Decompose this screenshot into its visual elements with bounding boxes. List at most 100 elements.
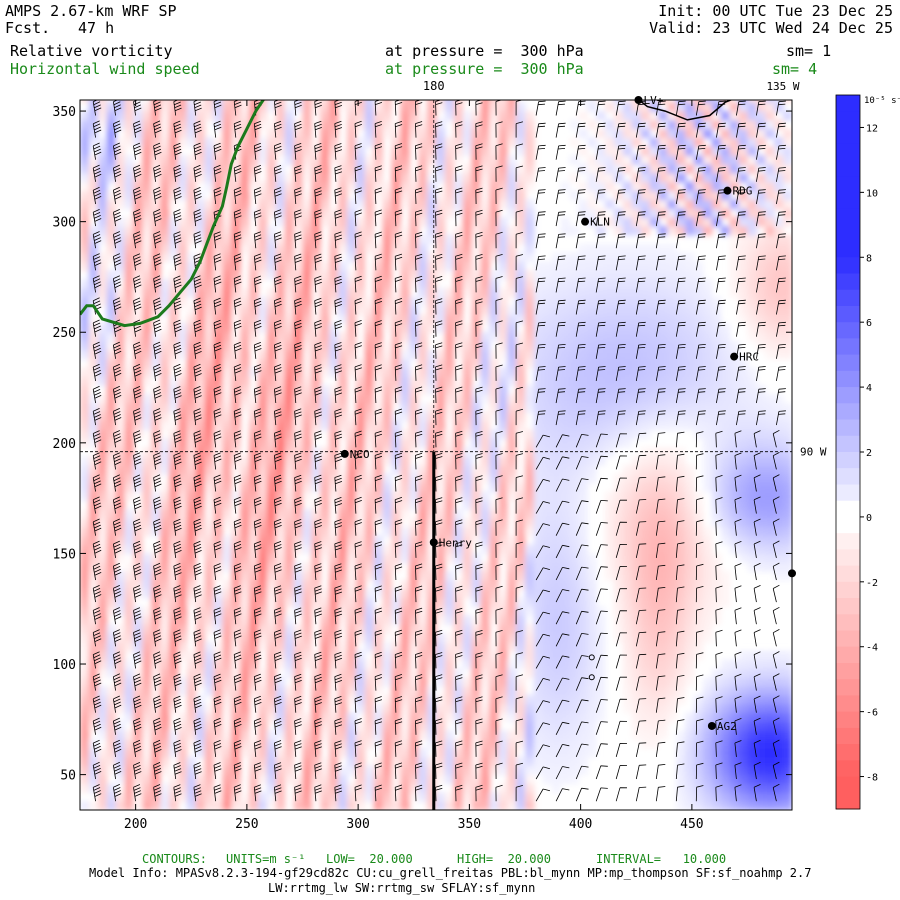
vorticity-cell <box>142 580 152 590</box>
vorticity-cell <box>471 553 482 563</box>
vorticity-cell <box>453 376 464 386</box>
vorticity-cell <box>320 367 330 377</box>
vorticity-cell <box>658 562 668 572</box>
vorticity-cell <box>427 314 437 324</box>
vorticity-cell <box>133 199 143 209</box>
vorticity-cell <box>551 429 562 439</box>
vorticity-cell <box>533 411 544 422</box>
vorticity-cell <box>311 252 321 262</box>
vorticity-cell <box>213 270 223 280</box>
vorticity-cell <box>382 252 393 262</box>
vorticity-cell <box>151 438 161 448</box>
vorticity-cell <box>640 721 651 731</box>
vorticity-cell <box>142 358 152 369</box>
vorticity-cell <box>640 668 651 678</box>
vorticity-cell <box>284 739 295 749</box>
vorticity-cell <box>186 518 197 528</box>
vorticity-cell <box>382 580 393 590</box>
vorticity-cell <box>542 721 553 731</box>
vorticity-cell <box>551 712 562 723</box>
vorticity-cell <box>213 146 223 156</box>
vorticity-cell <box>427 429 437 439</box>
vorticity-cell <box>88 677 99 687</box>
vorticity-cell <box>453 473 464 484</box>
vorticity-cell <box>373 580 384 590</box>
vorticity-cell <box>542 597 553 608</box>
vorticity-cell <box>151 173 161 183</box>
vorticity-cell <box>444 482 455 492</box>
vorticity-cell <box>587 349 597 360</box>
vorticity-cell <box>249 146 259 156</box>
vorticity-cell <box>622 217 633 227</box>
vorticity-cell <box>400 261 410 271</box>
vorticity-cell <box>266 491 277 501</box>
vorticity-cell <box>427 261 437 271</box>
vorticity-cell <box>97 633 108 643</box>
vorticity-cell <box>605 119 615 130</box>
vorticity-cell <box>382 367 393 377</box>
vorticity-cell <box>142 199 152 209</box>
vorticity-cell <box>195 261 206 271</box>
vorticity-cell <box>115 748 126 758</box>
vorticity-cell <box>667 491 677 501</box>
vorticity-cell <box>578 403 588 413</box>
vorticity-cell <box>311 358 321 369</box>
vorticity-cell <box>569 597 579 608</box>
vorticity-cell <box>444 491 455 501</box>
vorticity-cell <box>667 314 677 324</box>
init-time: Init: 00 UTC Tue 23 Dec 25 <box>658 2 893 20</box>
vorticity-cell <box>685 482 695 492</box>
vorticity-cell <box>142 721 152 731</box>
vorticity-cell <box>266 624 277 634</box>
vorticity-cell <box>480 358 490 369</box>
vorticity-cell <box>640 403 651 413</box>
vorticity-cell <box>293 394 304 404</box>
vorticity-cell <box>605 411 615 422</box>
vorticity-cell <box>347 226 357 236</box>
vorticity-cell <box>151 288 161 298</box>
vorticity-cell <box>676 465 686 475</box>
vorticity-cell <box>80 526 90 537</box>
vorticity-cell <box>275 411 286 422</box>
vorticity-cell <box>667 668 677 678</box>
vorticity-cell <box>222 712 232 723</box>
vorticity-cell <box>676 588 686 599</box>
vorticity-cell <box>80 641 90 652</box>
vorticity-cell <box>151 792 161 802</box>
vorticity-cell <box>453 226 464 236</box>
vorticity-cell <box>80 677 90 687</box>
vorticity-cell <box>338 748 348 758</box>
field1-label: Relative vorticity <box>10 42 173 60</box>
vorticity-cell <box>533 270 544 280</box>
vorticity-cell <box>694 146 704 156</box>
vorticity-cell <box>160 199 170 209</box>
vorticity-cell <box>614 615 624 625</box>
vorticity-cell <box>373 376 384 386</box>
vorticity-cell <box>578 208 588 218</box>
vorticity-cell <box>436 128 446 139</box>
vorticity-cell <box>97 571 108 581</box>
vorticity-cell <box>569 765 579 776</box>
vorticity-cell <box>418 562 428 572</box>
vorticity-cell <box>631 553 642 563</box>
vorticity-cell <box>97 403 108 413</box>
vorticity-cell <box>436 500 446 510</box>
vorticity-cell <box>471 677 482 687</box>
vorticity-cell <box>480 234 490 245</box>
vorticity-cell <box>329 323 339 333</box>
vorticity-cell <box>694 217 704 227</box>
vorticity-cell <box>151 128 161 139</box>
vorticity-cell <box>169 128 179 139</box>
vorticity-cell <box>391 456 401 466</box>
vorticity-cell <box>231 597 241 608</box>
vorticity-cell <box>124 633 134 643</box>
vorticity-cell <box>685 562 695 572</box>
vorticity-cell <box>177 261 188 271</box>
vorticity-cell <box>347 305 357 316</box>
vorticity-cell <box>507 102 517 112</box>
vorticity-cell <box>160 562 170 572</box>
vorticity-cell <box>703 615 713 625</box>
vorticity-cell <box>311 571 321 581</box>
vorticity-cell <box>186 164 197 174</box>
vorticity-cell <box>284 217 295 227</box>
